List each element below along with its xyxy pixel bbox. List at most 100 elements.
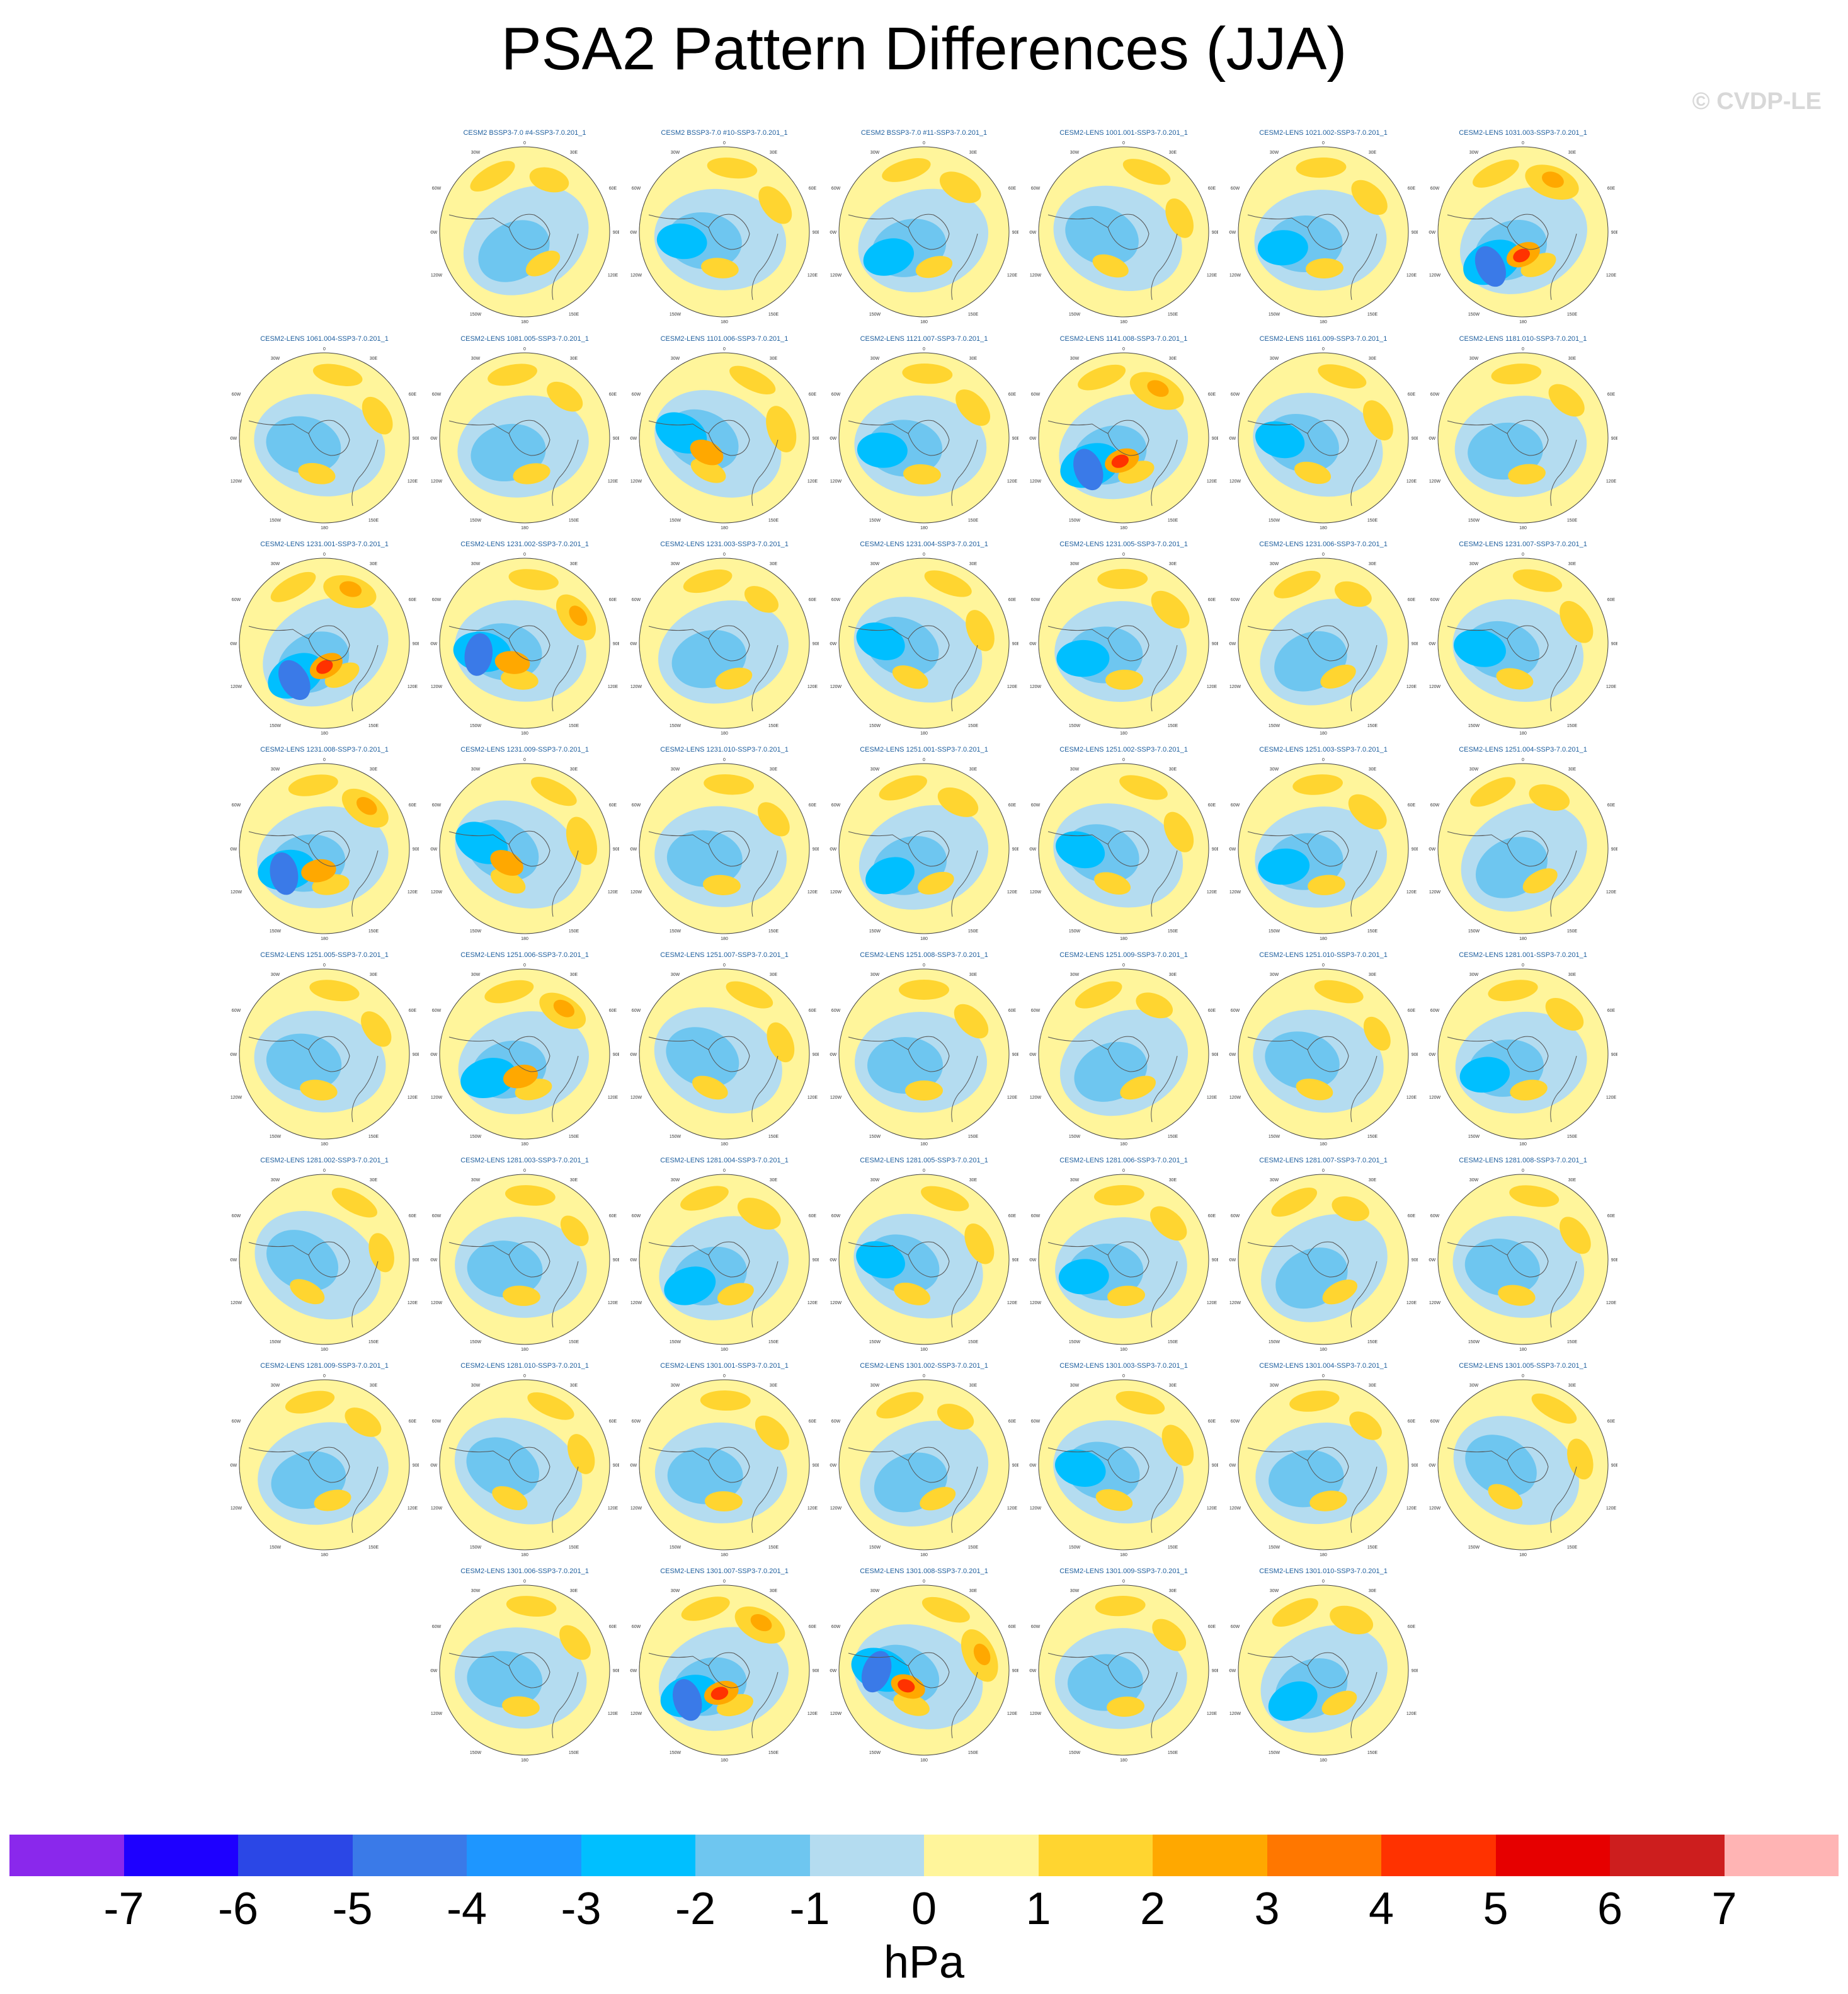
map-axis-label: 30E: [770, 151, 778, 155]
map-panel: CESM2-LENS 1251.001-SSP3-7.0.201_1 0 30W 30…: [830, 746, 1018, 941]
map-axis-label: 150W: [1069, 1545, 1081, 1550]
map-panel: CESM2-LENS 1231.005-SSP3-7.0.201_1 0 30W 30…: [1029, 541, 1218, 736]
map-panel: CESM2-LENS 1281.002-SSP3-7.0.201_1 0 30W 30…: [230, 1157, 419, 1352]
map-axis-label: 60E: [1408, 598, 1416, 602]
panel-title: CESM2-LENS 1281.007-SSP3-7.0.201_1: [1259, 1157, 1388, 1164]
map-axis-label: 120W: [630, 685, 642, 689]
map-axis-label: 60E: [1208, 598, 1216, 602]
map-axis-label: 30E: [969, 1178, 978, 1183]
map-axis-label: 30W: [1270, 1384, 1279, 1388]
map-axis-label: 120E: [807, 1096, 818, 1100]
map-axis-label: 90W: [1229, 847, 1236, 852]
map-axis-label: 120W: [231, 479, 242, 484]
map-axis-label: 90W: [230, 437, 237, 441]
map-axis-label: 30W: [671, 1589, 680, 1593]
map-axis-label: 120W: [830, 273, 842, 278]
map-axis-label: 0: [1322, 553, 1325, 557]
map-panel: CESM2-LENS 1121.007-SSP3-7.0.201_1 0 30W 30…: [830, 335, 1018, 530]
map-axis-label: 120E: [1406, 1712, 1417, 1716]
map-axis-label: 30E: [370, 767, 378, 772]
map-axis-label: 150W: [1269, 1340, 1280, 1344]
map-axis-label: 30E: [570, 767, 578, 772]
map-axis-label: 30E: [570, 1589, 578, 1593]
map-axis-label: 120E: [1606, 890, 1617, 895]
map-axis-label: 0: [923, 553, 925, 557]
map-axis-label: 90W: [1229, 1053, 1236, 1057]
figure-title: PSA2 Pattern Differences (JJA): [501, 15, 1347, 83]
map-axis-label: 90W: [1429, 231, 1436, 235]
map-axis-label: 120W: [231, 1301, 242, 1305]
map-axis-label: 120W: [431, 890, 443, 895]
watermark: © CVDP-LE: [1692, 88, 1822, 115]
map-axis-label: 60W: [432, 1214, 442, 1218]
map-axis-label: 90E: [813, 1053, 819, 1057]
map-axis-label: 60E: [1408, 1214, 1416, 1218]
map-axis-label: 120E: [1007, 1096, 1018, 1100]
polar-map: 0 30W 30E 60W 60E 90W 90E 120W 120E 150W 150E 180: [1029, 141, 1218, 324]
map-axis-label: 150W: [470, 724, 482, 728]
map-axis-label: 120W: [630, 479, 642, 484]
map-axis-label: 0: [723, 1579, 726, 1584]
map-axis-label: 0: [1122, 758, 1125, 762]
map-axis-label: 90W: [1429, 437, 1436, 441]
polar-map: 0 30W 30E 60W 60E 90W 90E 120W 120E 150W 150E 180: [230, 963, 419, 1147]
map-axis-label: 120W: [1229, 1301, 1241, 1305]
map-axis-label: 30W: [1469, 151, 1479, 155]
map-axis-label: 60W: [232, 803, 241, 808]
colorbar-tick-label: -3: [561, 1884, 602, 1934]
map-axis-label: 150E: [1168, 724, 1178, 728]
map-axis-label: 60E: [1208, 803, 1216, 808]
map-axis-label: 120W: [1429, 1301, 1441, 1305]
polar-map: 0 30W 30E 60W 60E 90W 90E 120W 120E 150W 150E 180: [630, 758, 819, 941]
map-panel: CESM2-LENS 1251.007-SSP3-7.0.201_1 0 30W 30…: [630, 951, 819, 1147]
map-axis-label: 60W: [432, 1009, 442, 1013]
map-axis-label: 120E: [1207, 1096, 1218, 1100]
map-axis-label: 150W: [270, 1135, 282, 1139]
panel-title: CESM2-LENS 1021.002-SSP3-7.0.201_1: [1259, 129, 1388, 137]
polar-map: 0 30W 30E 60W 60E 90W 90E 120W 120E 150W 150E 180: [1229, 1169, 1418, 1352]
map-axis-label: 60W: [632, 1214, 641, 1218]
map-axis-label: 0: [923, 347, 925, 352]
map-axis-label: 90E: [813, 1258, 819, 1263]
map-axis-label: 180: [1519, 1553, 1527, 1557]
colorbar-tick-label: 7: [1711, 1884, 1737, 1934]
map-axis-label: 90E: [613, 1669, 619, 1673]
panel-title: CESM2-LENS 1081.005-SSP3-7.0.201_1: [460, 335, 589, 343]
map-axis-label: 30E: [1568, 151, 1577, 155]
map-axis-label: 90W: [1029, 847, 1037, 852]
map-axis-label: 90W: [430, 1053, 438, 1057]
map-axis-label: 0: [523, 553, 526, 557]
map-axis-label: 120E: [608, 1096, 619, 1100]
map-panel: CESM2-LENS 1141.008-SSP3-7.0.201_1 0 30W 30…: [1029, 335, 1218, 530]
panel-title: CESM2-LENS 1061.004-SSP3-7.0.201_1: [260, 335, 389, 343]
map-axis-label: 60W: [632, 1009, 641, 1013]
map-panel: CESM2 BSSP3-7.0 #10-SSP3-7.0.201_1 0 30W 30…: [630, 129, 819, 324]
map-axis-label: 30E: [770, 1384, 778, 1388]
map-axis-label: 90E: [613, 231, 619, 235]
map-axis-label: 30E: [570, 1178, 578, 1183]
map-axis-label: 0: [1522, 141, 1524, 146]
map-axis-label: 30W: [1469, 1384, 1479, 1388]
polar-map: 0 30W 30E 60W 60E 90W 90E 120W 120E 150W 150E 180: [230, 758, 419, 941]
map-axis-label: 90E: [1012, 1669, 1018, 1673]
map-axis-label: 30W: [1469, 1178, 1479, 1183]
map-axis-label: 0: [923, 1374, 925, 1378]
map-axis-label: 120W: [1030, 1301, 1042, 1305]
panel-title: CESM2-LENS 1301.009-SSP3-7.0.201_1: [1059, 1567, 1188, 1575]
map-axis-label: 0: [523, 758, 526, 762]
map-axis-label: 150E: [1168, 1135, 1178, 1139]
map-axis-label: 60W: [1031, 392, 1041, 397]
map-axis-label: 30W: [1270, 357, 1279, 361]
map-axis-label: 180: [721, 1142, 728, 1147]
map-axis-label: 60W: [1231, 1214, 1240, 1218]
map-axis-label: 30W: [671, 357, 680, 361]
panel-title: CESM2-LENS 1281.001-SSP3-7.0.201_1: [1459, 951, 1587, 959]
map-axis-label: 150E: [569, 1751, 579, 1755]
map-axis-label: 60E: [809, 803, 817, 808]
map-axis-label: 120W: [830, 685, 842, 689]
polar-map: 0 30W 30E 60W 60E 90W 90E 120W 120E 150W 150E 180: [1229, 1374, 1418, 1557]
map-axis-label: 0: [1122, 1169, 1125, 1173]
map-axis-label: 60E: [809, 1214, 817, 1218]
map-axis-label: 150E: [1367, 312, 1378, 317]
map-axis-label: 90E: [613, 642, 619, 646]
